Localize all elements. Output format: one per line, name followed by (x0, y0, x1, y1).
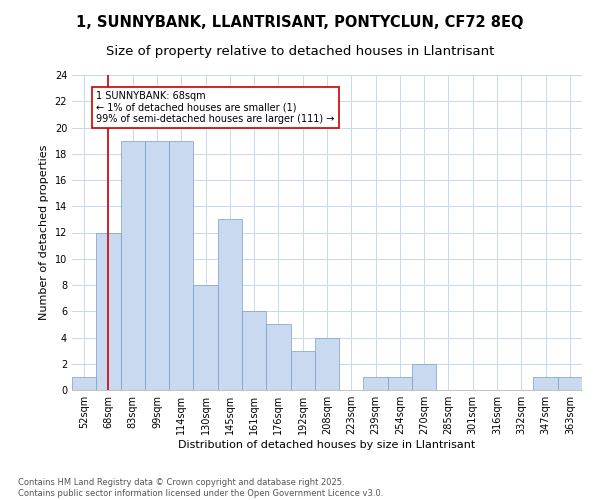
Bar (388, 377, 412, 390)
Bar (533, 377, 558, 390)
Bar (169, 140, 193, 390)
Bar (218, 220, 242, 390)
Bar (96, 232, 121, 390)
Bar (558, 377, 582, 390)
Text: Size of property relative to detached houses in Llantrisant: Size of property relative to detached ho… (106, 45, 494, 58)
Bar (315, 338, 339, 390)
Bar (145, 140, 169, 390)
Bar (242, 311, 266, 390)
X-axis label: Distribution of detached houses by size in Llantrisant: Distribution of detached houses by size … (178, 440, 476, 450)
Bar (193, 285, 218, 390)
Bar (290, 350, 315, 390)
Bar (364, 377, 388, 390)
Text: 1, SUNNYBANK, LLANTRISANT, PONTYCLUN, CF72 8EQ: 1, SUNNYBANK, LLANTRISANT, PONTYCLUN, CF… (76, 15, 524, 30)
Text: Contains HM Land Registry data © Crown copyright and database right 2025.
Contai: Contains HM Land Registry data © Crown c… (18, 478, 383, 498)
Y-axis label: Number of detached properties: Number of detached properties (39, 145, 49, 320)
Bar (121, 140, 145, 390)
Bar (266, 324, 290, 390)
Text: 1 SUNNYBANK: 68sqm
← 1% of detached houses are smaller (1)
99% of semi-detached : 1 SUNNYBANK: 68sqm ← 1% of detached hous… (96, 91, 335, 124)
Bar (72, 377, 96, 390)
Bar (412, 364, 436, 390)
